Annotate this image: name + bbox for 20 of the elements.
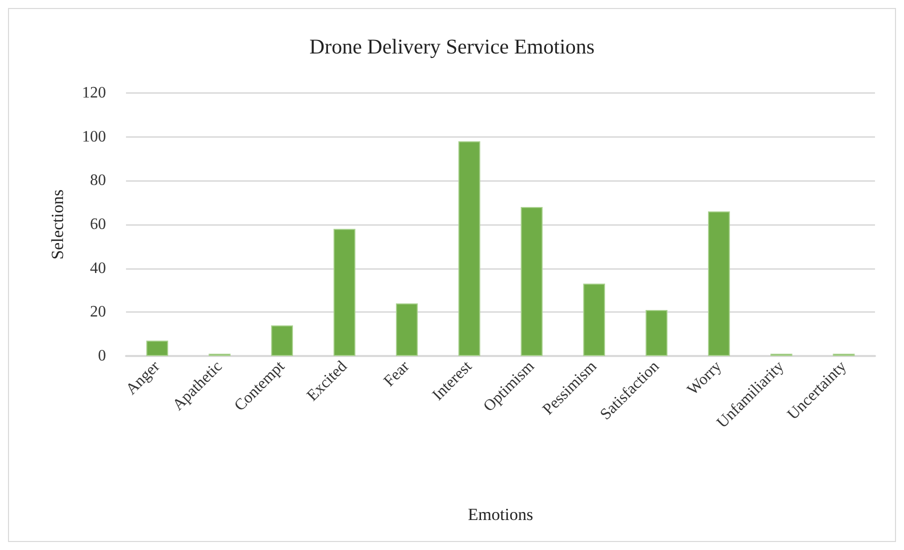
bar [458, 141, 480, 356]
bar [146, 340, 168, 356]
x-axis-title: Emotions [468, 505, 534, 524]
chart-title: Drone Delivery Service Emotions [309, 34, 595, 58]
bar [520, 206, 543, 356]
x-tick-label: Fear [380, 358, 414, 390]
y-tick-label: 80 [90, 172, 106, 190]
y-tick-label: 20 [90, 304, 106, 321]
bar [708, 211, 730, 356]
y-tick-label: 120 [82, 84, 106, 102]
bar [396, 303, 418, 356]
bar [271, 325, 293, 356]
y-tick-label: 60 [90, 216, 106, 233]
y-tick-label: 40 [90, 260, 106, 277]
y-tick-label: 100 [82, 128, 106, 146]
bar [583, 284, 606, 356]
y-tick-label: 0 [98, 348, 106, 364]
y-axis-title: Selections [48, 190, 67, 260]
bar [334, 228, 356, 356]
bar [646, 310, 668, 356]
